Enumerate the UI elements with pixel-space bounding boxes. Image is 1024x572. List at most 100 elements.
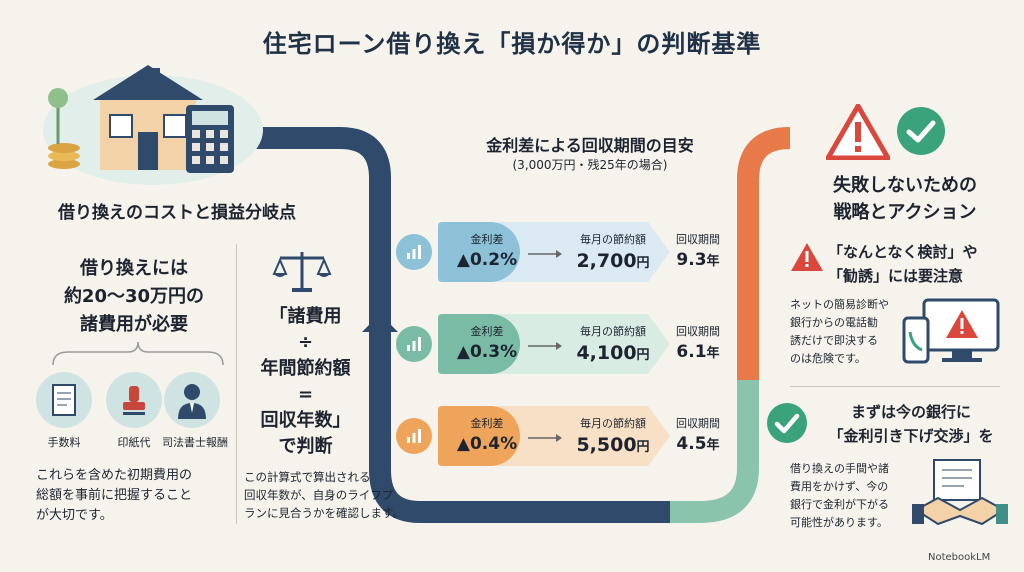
small-warning-icon [791, 243, 823, 271]
payback-period-value: 4.5年 [670, 434, 726, 454]
strategy-title-line: 戦略とアクション [833, 202, 977, 223]
monthly-saving-unit: 円 [636, 256, 650, 271]
formula-line: 回収年数」 [260, 410, 351, 431]
cost-item-label: 手数料 [47, 436, 81, 449]
cost-note-line: 総額を事前に把握すること [36, 488, 193, 503]
formula-line: 年間節約額 [260, 358, 351, 379]
coins-icon [396, 326, 432, 362]
section-divider [790, 386, 1000, 387]
stamp-icon [106, 372, 162, 428]
formula-note-line: 回収年数が、自身のライフプ [244, 488, 394, 502]
monthly-saving-label: 毎月の節約額 [580, 417, 646, 430]
warning-heading: 「なんとなく検討」や 「勧誘」には要注意 [828, 240, 1008, 288]
chart-icon [396, 234, 432, 270]
action-note-line: 可能性があります。 [790, 516, 888, 529]
brace-divider [52, 341, 224, 366]
warning-note-line: のは危険です。 [790, 352, 866, 365]
action-heading-line: 「金利引き下げ交渉」を [828, 427, 994, 445]
payback-period-unit: 年 [706, 346, 720, 361]
monthly-saving-number: 4,100 [576, 342, 637, 364]
cost-line: 約20〜30万円の [63, 286, 205, 307]
cost-note-line: これらを含めた初期費用の [36, 468, 193, 483]
formula-line: で判断 [278, 436, 333, 457]
notebooklm-logo: NotebookLM [928, 552, 991, 563]
arrow-right-icon [528, 342, 562, 350]
monthly-saving-number: 5,500 [576, 434, 637, 456]
monitor-phone-icon [902, 298, 1000, 364]
warning-note: ネットの簡易診断や 銀行からの電話勧 誘だけで即決する のは危険です。 [790, 296, 910, 368]
action-heading-line: まずは今の銀行に [850, 403, 971, 421]
formula: 「諸費用 ÷ 年間節約額 = 回収年数」 で判断 [238, 304, 373, 460]
formula-line: 「諸費用 [269, 306, 342, 327]
payback-period-value: 6.1年 [670, 342, 726, 362]
rate-pill [438, 406, 520, 466]
payback-row: 金利差 ▲0.4% 毎月の節約額 5,500円 回収期間 4.5年 [438, 406, 720, 466]
formula-note-line: この計算式で算出される [244, 470, 371, 484]
payback-period-number: 4.5 [676, 434, 707, 454]
rate-diff-value: ▲0.3% [456, 342, 518, 362]
rate-pill [438, 314, 520, 374]
monthly-saving-value: 4,100円 [563, 342, 663, 364]
strategy-title: 失敗しないための 戦略とアクション [800, 172, 1010, 226]
cost-item-fee [36, 372, 92, 428]
monthly-saving-unit: 円 [636, 348, 650, 363]
cost-summary: 借り換えには 約20〜30万円の 諸費用が必要 [34, 255, 234, 339]
formula-line: = [297, 384, 314, 405]
monthly-saving-value: 2,700円 [563, 250, 663, 272]
rate-diff-value: ▲0.2% [456, 250, 518, 270]
payback-period-label: 回収期間 [676, 325, 720, 338]
action-note-line: 銀行で金利が下がる [790, 498, 889, 511]
formula-line: ÷ [297, 332, 314, 353]
cost-note-line: が大切です。 [36, 508, 113, 523]
warning-note-line: 誘だけで即決する [790, 334, 878, 347]
cost-line: 諸費用が必要 [80, 314, 188, 335]
rate-diff-label: 金利差 [470, 233, 504, 246]
payback-period-label: 回収期間 [676, 233, 720, 246]
formula-note: この計算式で算出される 回収年数が、自身のライフプ ランに見合うかを確認します。 [244, 468, 414, 522]
action-note-line: 借り換えの手間や諸 [790, 462, 889, 475]
payback-period-unit: 年 [706, 438, 720, 453]
arrow-right-icon [528, 434, 562, 442]
payback-period-number: 6.1 [676, 342, 707, 362]
rate-pill [438, 222, 520, 282]
monthly-saving-unit: 円 [636, 440, 650, 455]
warning-note-line: ネットの簡易診断や [790, 298, 889, 311]
cost-note: これらを含めた初期費用の 総額を事前に把握すること が大切です。 [36, 466, 236, 526]
action-note-line: 費用をかけず、今の [790, 480, 889, 493]
column-divider [236, 244, 237, 524]
lawyer-icon [164, 372, 220, 428]
action-heading: まずは今の銀行に 「金利引き下げ交渉」を [818, 400, 1004, 448]
cost-item-lawyer [164, 372, 220, 428]
payback-title: 金利差による回収期間の目安 [486, 136, 694, 155]
monthly-saving-value: 5,500円 [563, 434, 663, 456]
payback-period-label: 回収期間 [676, 417, 720, 430]
document-icon [36, 372, 92, 428]
rate-diff-value: ▲0.4% [456, 434, 518, 454]
formula-note-line: ランに見合うかを確認します。 [244, 506, 404, 520]
monthly-saving-number: 2,700 [576, 250, 637, 272]
warning-heading-line: 「勧誘」には要注意 [828, 267, 964, 285]
monthly-saving-label: 毎月の節約額 [580, 325, 646, 338]
payback-row: 金利差 ▲0.2% 毎月の節約額 2,700円 回収期間 9.3年 [438, 222, 720, 282]
check-circle-icon [897, 107, 945, 155]
payback-subtitle: (3,000万円・残25年の場合) [512, 158, 668, 172]
handshake-icon [912, 459, 1008, 526]
payback-period-number: 9.3 [676, 250, 707, 270]
action-check-icon [767, 403, 807, 443]
rate-diff-label: 金利差 [470, 325, 504, 338]
cost-item-stamp [106, 372, 162, 428]
page-title: 住宅ローン借り換え「損か得か」の判断基準 [262, 30, 762, 58]
strategy-title-line: 失敗しないための [833, 175, 977, 196]
coins-stack-icon [396, 418, 432, 454]
payback-row: 金利差 ▲0.3% 毎月の節約額 4,100円 回収期間 6.1年 [438, 314, 720, 374]
cost-line: 借り換えには [80, 258, 188, 279]
action-note: 借り換えの手間や諸 費用をかけず、今の 銀行で金利が下がる 可能性があります。 [790, 460, 910, 532]
house-calculator-illustration [43, 65, 263, 185]
warning-heading-line: 「なんとなく検討」や [828, 243, 978, 261]
arrow-right-icon [528, 250, 562, 258]
cost-section-title: 借り換えのコストと損益分岐点 [58, 203, 296, 223]
cost-item-label: 司法書士報酬 [162, 436, 228, 449]
monthly-saving-label: 毎月の節約額 [580, 233, 646, 246]
warning-note-line: 銀行からの電話勧 [790, 316, 878, 329]
